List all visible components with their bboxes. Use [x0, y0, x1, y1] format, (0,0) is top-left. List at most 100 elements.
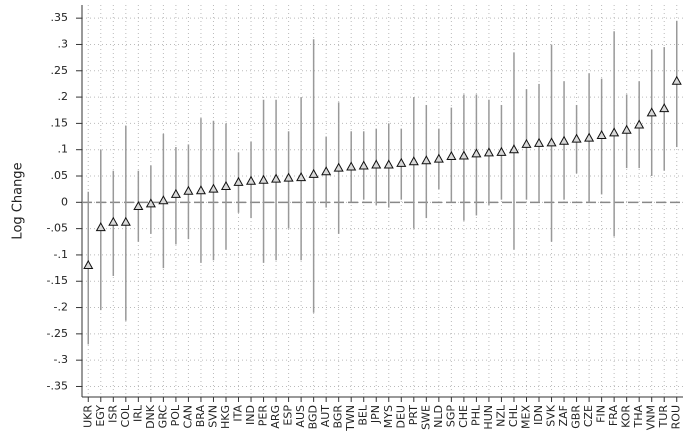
point-marker: [120, 216, 131, 226]
y-tick-label: .05: [51, 169, 69, 182]
x-tick-label: DNK: [144, 404, 157, 429]
x-tick-label: FRA: [607, 405, 620, 427]
x-tick-label: COL: [119, 404, 132, 427]
point-marker: [421, 155, 432, 165]
point-marker: [108, 216, 119, 226]
point-marker: [483, 147, 494, 157]
point-marker: [158, 195, 169, 205]
x-tick-label: SVK: [545, 404, 558, 427]
x-tick-label: SVN: [206, 405, 219, 428]
point-marker: [133, 201, 144, 211]
x-tick-label: CHE: [457, 405, 470, 428]
y-axis-label: Log Change: [11, 162, 26, 239]
x-tick-label: ROU: [670, 405, 683, 429]
point-marker: [383, 159, 394, 169]
point-marker: [183, 185, 194, 195]
x-tick-label: CHL: [507, 404, 520, 427]
x-tick-label: NZL: [494, 404, 507, 427]
y-tick-label: .35: [51, 11, 69, 24]
point-marker: [584, 132, 595, 142]
x-tick-label: PHL: [469, 404, 482, 426]
x-tick-label: CAN: [181, 405, 194, 428]
point-marker: [396, 157, 407, 167]
point-marker: [433, 153, 444, 163]
point-marker: [333, 162, 344, 172]
point-marker: [533, 137, 545, 147]
point-marker: [321, 166, 332, 176]
x-tick-label: GRC: [156, 405, 169, 429]
x-tick-label: JPN: [369, 405, 382, 424]
y-tick-label: -.25: [47, 327, 68, 340]
x-tick-label: PRT: [407, 405, 420, 425]
x-tick-label: AUT: [319, 405, 332, 428]
x-tick-label: VNM: [645, 405, 658, 430]
y-tick-label: 0: [61, 195, 68, 208]
y-tick-label: .15: [51, 116, 69, 129]
point-marker: [283, 172, 294, 182]
point-marker: [558, 135, 570, 145]
x-tick-label: IND: [244, 405, 257, 425]
x-tick-label: HKG: [219, 405, 232, 429]
point-marker: [646, 107, 657, 117]
x-tick-label: BRA: [194, 405, 207, 428]
x-tick-label: POL: [169, 404, 182, 426]
x-tick-label: GBR: [570, 405, 583, 429]
y-tick-label: .3: [58, 37, 69, 50]
point-marker: [296, 172, 307, 182]
point-marker: [358, 160, 369, 170]
y-tick-label: .25: [51, 64, 69, 77]
x-tick-label: MYS: [382, 405, 395, 428]
x-tick-label: BGR: [332, 405, 345, 429]
y-tick-label: .1: [58, 143, 69, 156]
x-tick-label: ARG: [269, 405, 282, 429]
point-marker: [258, 174, 269, 184]
x-tick-label: TWN: [344, 405, 357, 432]
x-tick-label: NLD: [432, 405, 445, 428]
point-marker: [308, 168, 319, 178]
x-tick-label: KOR: [620, 405, 633, 428]
point-marker: [83, 259, 94, 269]
x-tick-label: SWE: [419, 405, 432, 430]
point-marker: [458, 150, 469, 160]
y-tick-label: .2: [58, 90, 69, 103]
point-marker: [609, 127, 620, 137]
point-marker: [621, 124, 632, 134]
point-marker: [346, 161, 357, 171]
y-tick-label: -.15: [47, 274, 68, 287]
x-tick-label: BGD: [307, 405, 320, 429]
point-marker: [220, 181, 232, 191]
x-tick-label: ITA: [232, 405, 245, 422]
x-tick-label: CZE: [582, 405, 595, 427]
point-marker: [170, 188, 181, 198]
point-marker: [145, 198, 156, 208]
point-marker: [271, 173, 282, 183]
x-tick-label: HUN: [482, 405, 495, 430]
x-tick-label: ISR: [106, 405, 119, 423]
x-tick-label: THA: [632, 405, 645, 429]
point-marker: [195, 185, 207, 195]
point-marker: [596, 129, 607, 139]
x-tick-label: BEL: [357, 404, 370, 425]
x-tick-label: MEX: [519, 405, 532, 429]
y-tick-label: -.2: [54, 301, 68, 314]
y-tick-label: -.35: [47, 379, 68, 392]
point-marker: [371, 159, 382, 169]
point-marker: [521, 138, 532, 148]
x-tick-label: IDN: [532, 405, 545, 425]
x-tick-label: ESP: [282, 405, 295, 426]
x-tick-label: DEU: [394, 405, 407, 428]
point-marker: [671, 75, 682, 85]
point-marker: [208, 183, 219, 193]
x-tick-label: ZAF: [557, 405, 570, 426]
x-tick-label: PER: [257, 405, 270, 427]
point-marker: [634, 119, 645, 129]
point-marker: [408, 156, 419, 166]
y-tick-label: -.1: [54, 248, 68, 261]
point-marker: [471, 148, 482, 158]
point-marker: [546, 137, 557, 147]
x-tick-label: IRL: [131, 404, 144, 422]
point-marker: [659, 103, 670, 113]
x-tick-label: AUS: [294, 405, 307, 428]
